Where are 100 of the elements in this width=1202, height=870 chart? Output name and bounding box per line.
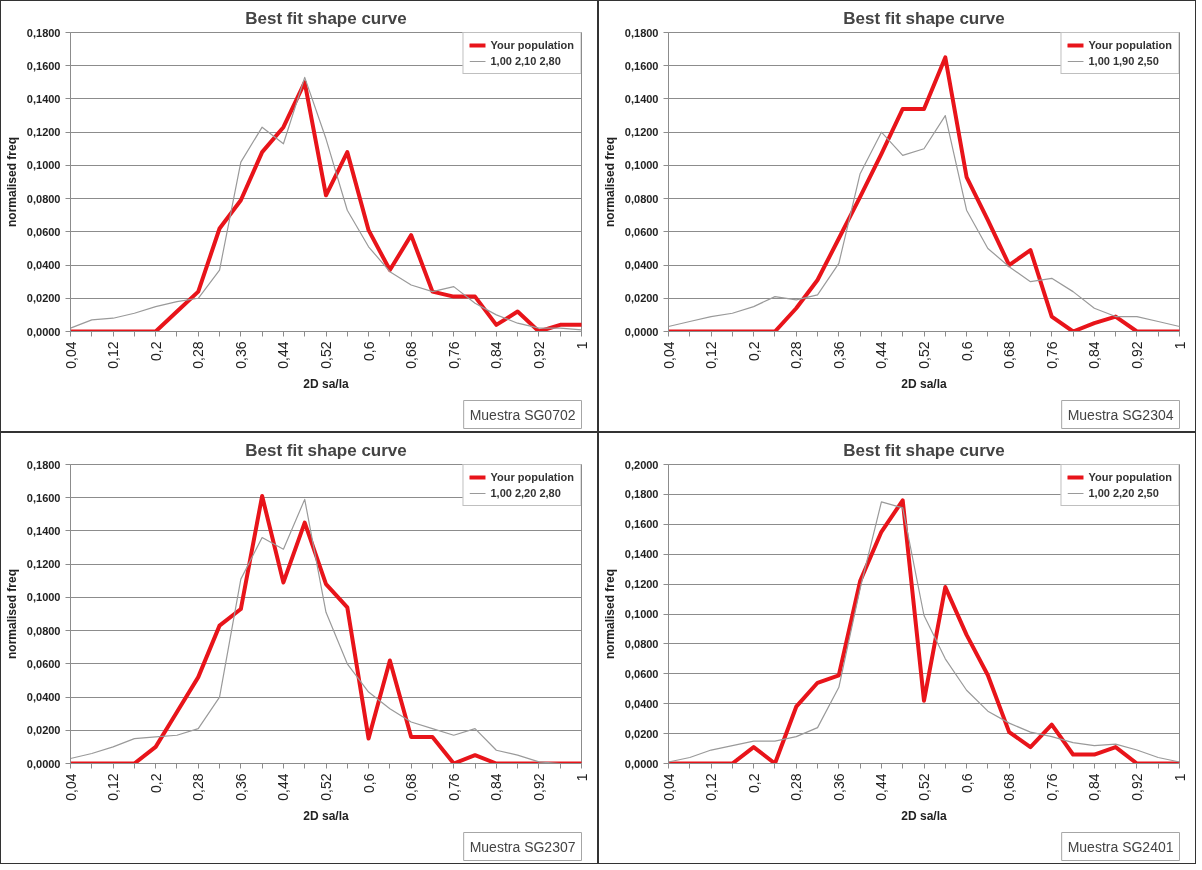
x-tick-label: 1: [1171, 773, 1188, 782]
y-tick-label: 0,1000: [624, 608, 659, 620]
y-tick-label: 0,1200: [26, 558, 61, 571]
y-tick-label: 0,1600: [26, 59, 61, 72]
x-tick-label: 0,2: [147, 341, 164, 361]
x-tick-label: 0,52: [318, 341, 334, 369]
y-tick-label: 0,1800: [26, 458, 61, 471]
x-tick-label: 0,92: [1128, 773, 1145, 801]
x-tick-label: 0,76: [445, 773, 462, 801]
y-tick-label: 0,0800: [26, 624, 61, 637]
y-tick-label: 0,0000: [26, 757, 61, 770]
x-tick-label: 0,2: [745, 773, 762, 793]
x-tick-label: 0,36: [830, 773, 847, 801]
x-tick-label: 0,68: [1001, 341, 1018, 369]
x-tick-label: 0,52: [916, 773, 932, 801]
x-tick-label: 0,04: [62, 773, 79, 801]
x-tick-label: 1: [573, 341, 590, 350]
legend-label: 1,00 2,20 2,80: [490, 487, 561, 499]
y-tick-label: 0,1800: [624, 26, 659, 39]
y-tick-label: 0,2000: [624, 458, 659, 471]
y-tick-label: 0,1800: [624, 488, 659, 501]
y-tick-label: 0,0200: [26, 724, 61, 737]
legend-label: Your population: [490, 39, 574, 51]
x-tick-label: 0,68: [403, 341, 420, 369]
x-tick-label: 0,68: [403, 773, 420, 801]
y-tick-label: 0,0000: [26, 325, 61, 338]
y-tick-label: 0,1600: [624, 59, 659, 72]
text: Muestra SG2401: [1067, 838, 1174, 855]
x-tick-label: 0,12: [105, 341, 122, 369]
x-tick-label: 0,68: [1001, 773, 1018, 801]
x-tick-label: 0,28: [788, 773, 805, 801]
x-tick-label: 0,44: [873, 341, 890, 369]
y-tick-label: 0,0600: [624, 667, 659, 680]
y-tick-label: 0,0800: [26, 192, 61, 205]
x-tick-label: 0,84: [488, 341, 505, 369]
x-tick-label: 0,2: [147, 773, 164, 793]
legend-label: 1,00 2,20 2,50: [1088, 487, 1159, 499]
chart-title: Best fit shape curve: [843, 440, 1005, 460]
x-tick-label: 0,6: [360, 773, 377, 793]
y-axis-title: normalised freq: [602, 568, 617, 660]
y-tick-label: 0,1000: [26, 159, 61, 172]
x-tick-label: 0,92: [530, 341, 547, 369]
text: Muestra SG2307: [469, 838, 576, 855]
y-tick-label: 0,0600: [26, 657, 61, 670]
y-tick-label: 0,1200: [624, 126, 659, 139]
legend-label: 1,00 1,90 2,50: [1088, 55, 1159, 67]
y-tick-label: 0,1600: [26, 491, 61, 504]
y-tick-label: 0,1400: [26, 92, 61, 105]
chart-title: Best fit shape curve: [245, 8, 407, 28]
x-tick-label: 0,12: [105, 773, 122, 801]
y-tick-label: 0,0000: [624, 757, 659, 770]
x-tick-label: 0,28: [788, 341, 805, 369]
x-tick-label: 0,84: [488, 773, 505, 801]
x-tick-label: 0,6: [958, 773, 975, 793]
x-tick-label: 0,12: [703, 341, 720, 369]
x-axis-title: 2D sa/la: [303, 808, 350, 823]
x-axis-title: 2D sa/la: [303, 376, 350, 391]
x-tick-label: 0,36: [232, 773, 249, 801]
x-tick-label: 0,28: [190, 341, 207, 369]
y-tick-label: 0,0000: [624, 325, 659, 338]
x-tick-label: 1: [1171, 341, 1188, 350]
x-tick-label: 0,76: [1043, 773, 1060, 801]
x-tick-label: 0,6: [958, 341, 975, 361]
x-tick-label: 0,76: [1043, 341, 1060, 369]
x-tick-label: 0,04: [62, 341, 79, 369]
y-tick-label: 0,1400: [624, 92, 659, 105]
x-tick-label: 0,52: [916, 341, 932, 369]
x-tick-label: 0,76: [445, 341, 462, 369]
x-tick-label: 0,36: [830, 341, 847, 369]
y-tick-label: 0,0400: [26, 259, 61, 272]
y-tick-label: 0,1400: [26, 524, 61, 537]
legend-label: 1,00 2,10 2,80: [490, 55, 561, 67]
x-tick-label: 0,28: [190, 773, 207, 801]
x-axis-title: 2D sa/la: [901, 808, 948, 823]
y-axis-title: normalised freq: [4, 136, 19, 228]
x-tick-label: 0,6: [360, 341, 377, 361]
y-axis-title: normalised freq: [602, 136, 617, 228]
x-tick-label: 0,04: [660, 773, 677, 801]
x-tick-label: 0,2: [745, 341, 762, 361]
y-tick-label: 0,1000: [26, 591, 61, 604]
y-tick-label: 0,0800: [624, 637, 659, 650]
text: Muestra SG2304: [1067, 406, 1174, 423]
x-tick-label: 0,92: [530, 773, 547, 801]
chart-title: Best fit shape curve: [245, 440, 407, 460]
x-tick-label: 0,52: [318, 773, 334, 801]
y-tick-label: 0,1000: [624, 159, 659, 172]
x-tick-label: 0,12: [703, 773, 720, 801]
x-tick-label: 0,84: [1086, 773, 1103, 801]
x-axis-title: 2D sa/la: [901, 376, 948, 391]
x-tick-label: 0,92: [1128, 341, 1145, 369]
x-tick-label: 0,36: [232, 341, 249, 369]
y-tick-label: 0,1200: [26, 126, 61, 139]
x-tick-label: 0,44: [275, 341, 292, 369]
y-tick-label: 0,0600: [26, 225, 61, 238]
y-tick-label: 0,0200: [624, 292, 659, 305]
y-axis-title: normalised freq: [4, 568, 19, 660]
y-tick-label: 0,1800: [26, 26, 61, 39]
x-tick-label: 0,84: [1086, 341, 1103, 369]
y-tick-label: 0,1200: [624, 578, 659, 591]
y-tick-label: 0,0400: [624, 259, 659, 272]
